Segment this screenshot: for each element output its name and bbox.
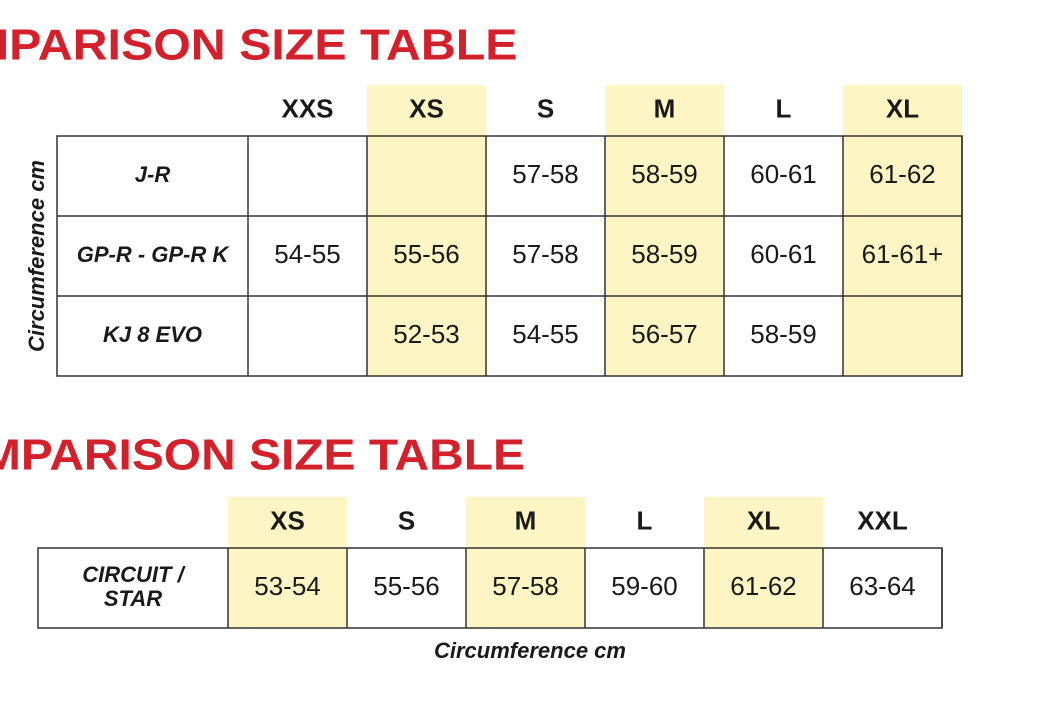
column-highlight — [843, 85, 962, 376]
column-highlight — [466, 497, 585, 628]
size-cell: 58-59 — [631, 159, 698, 189]
size-cell: 54-55 — [512, 319, 579, 349]
size-cell: 61-62 — [869, 159, 936, 189]
size-header: XXL — [857, 505, 908, 535]
size-cell: 52-53 — [393, 319, 460, 349]
size-cell: 54-55 — [274, 239, 341, 269]
size-cell: 61-62 — [730, 571, 797, 601]
size-header: S — [537, 93, 554, 123]
size-header: XL — [886, 93, 919, 123]
column-highlight — [367, 85, 486, 376]
axis-label: Circumference cm — [24, 160, 49, 352]
table-title: FIA HELMETS COMPARISON SIZE TABLE — [0, 21, 518, 70]
size-header: XS — [270, 505, 305, 535]
size-cell: 60-61 — [750, 159, 817, 189]
size-header: L — [776, 93, 792, 123]
size-cell: 59-60 — [611, 571, 678, 601]
size-cell: 55-56 — [393, 239, 460, 269]
size-header: XXS — [281, 93, 333, 123]
size-cell: 58-59 — [631, 239, 698, 269]
size-cell: 63-64 — [849, 571, 916, 601]
size-cell: 56-57 — [631, 319, 698, 349]
size-cell: 53-54 — [254, 571, 321, 601]
column-highlight — [228, 497, 347, 628]
size-cell: 57-58 — [512, 159, 579, 189]
size-header: S — [398, 505, 415, 535]
size-cell: 61-61+ — [862, 239, 944, 269]
column-highlight — [704, 497, 823, 628]
row-label: GP-R - GP-R K — [77, 242, 231, 267]
axis-label: Circumference cm — [434, 638, 626, 663]
table-title: ECE HELMETS COMPARISON SIZE TABLE — [0, 431, 525, 480]
size-header: M — [515, 505, 537, 535]
size-cell: 57-58 — [512, 239, 579, 269]
row-label: KJ 8 EVO — [103, 322, 202, 347]
size-header: XS — [409, 93, 444, 123]
row-label: J-R — [135, 162, 171, 187]
size-cell: 58-59 — [750, 319, 817, 349]
size-header: M — [654, 93, 676, 123]
size-cell: 57-58 — [492, 571, 559, 601]
column-highlight — [605, 85, 724, 376]
size-cell: 55-56 — [373, 571, 440, 601]
size-header: L — [637, 505, 653, 535]
size-header: XL — [747, 505, 780, 535]
row-label: CIRCUIT / STAR — [82, 562, 186, 611]
size-cell: 60-61 — [750, 239, 817, 269]
